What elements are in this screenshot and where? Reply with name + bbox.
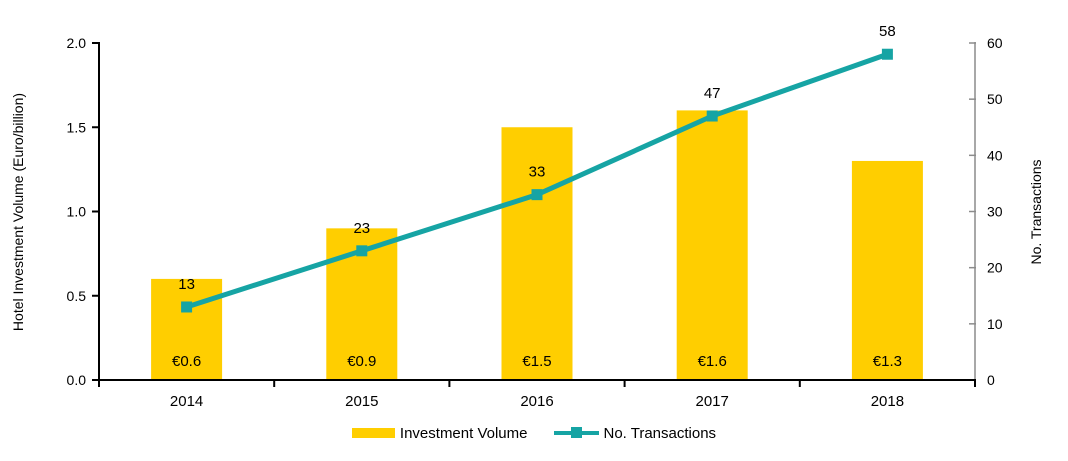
right-tick-label-60: 60 (987, 35, 1003, 51)
bar-label-2018: €1.3 (873, 353, 902, 370)
category-label-2018: 2018 (871, 393, 904, 410)
legend-entry-investment-volume: Investment Volume (351, 424, 528, 442)
right-tick-label-50: 50 (987, 91, 1003, 107)
line-marker-2015 (356, 245, 368, 257)
category-label-2015: 2015 (345, 393, 378, 410)
bar-label-2016: €1.5 (522, 353, 551, 370)
bar-label-2014: €0.6 (172, 353, 201, 370)
legend-bar-swatch-icon (351, 428, 395, 438)
transactions-line-series (181, 48, 893, 313)
right-tick-label-40: 40 (987, 147, 1003, 163)
line-marker-2016 (531, 189, 543, 201)
bars-series (151, 110, 923, 381)
line-marker-2017 (706, 110, 718, 122)
right-tick-label-20: 20 (987, 260, 1003, 276)
legend-label-no-transactions: No. Transactions (603, 424, 717, 442)
bar-2014 (151, 278, 223, 380)
right-axis-title: No. Transactions (1028, 159, 1044, 265)
line-label-2014: 13 (178, 276, 195, 293)
bar-2017 (676, 110, 748, 381)
line-label-2017: 47 (704, 85, 721, 102)
bar-label-2017: €1.6 (698, 353, 727, 370)
left-tick-label-1.5: 1.5 (67, 119, 87, 135)
legend-entry-no-transactions: No. Transactions (553, 424, 717, 442)
right-axis (969, 42, 976, 381)
line-marker-2014 (181, 301, 193, 313)
category-label-2017: 2017 (696, 393, 729, 410)
left-axis (92, 42, 100, 381)
line-label-2015: 23 (353, 220, 370, 237)
left-tick-label-2.0: 2.0 (67, 35, 87, 51)
category-label-2014: 2014 (170, 393, 203, 410)
left-tick-label-1.0: 1.0 (67, 204, 87, 220)
category-label-2016: 2016 (520, 393, 553, 410)
line-label-2018: 58 (879, 23, 896, 40)
x-axis (98, 379, 976, 387)
line-label-2016: 33 (529, 164, 546, 181)
right-tick-label-10: 10 (987, 316, 1003, 332)
legend-label-investment-volume: Investment Volume (399, 424, 528, 442)
bar-label-2015: €0.9 (347, 353, 376, 370)
bar-2016 (501, 127, 573, 380)
left-tick-label-0.0: 0.0 (67, 372, 87, 388)
line-marker-2018 (881, 48, 893, 60)
left-tick-label-0.5: 0.5 (67, 288, 87, 304)
chart-legend: Investment Volume No. Transactions (0, 421, 1068, 445)
left-axis-title: Hotel Investment Volume (Euro/billion) (10, 92, 26, 332)
legend-line-marker-icon (553, 427, 599, 439)
bar-2018 (851, 160, 923, 380)
right-tick-label-0: 0 (987, 372, 995, 388)
right-tick-label-30: 30 (987, 204, 1003, 220)
